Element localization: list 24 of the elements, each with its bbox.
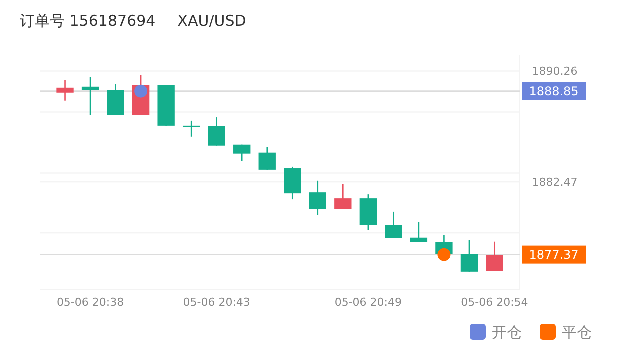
candlestick [208,116,226,147]
candlestick [234,144,251,162]
ref-line-label: 1888.85 [529,84,579,99]
candlestick [460,240,478,273]
chart-subtitle: XAU/USD [178,12,246,30]
candlestick [258,146,276,171]
x-tick-label: 05-06 20:49 [334,296,402,309]
candlestick [334,184,352,210]
candlestick [82,76,100,116]
candlestick [385,211,402,240]
candlestick [182,120,200,138]
candlestick [410,222,428,244]
legend-label: 开仓 [492,323,522,342]
legend-label: 平仓 [562,323,592,342]
candlestick [486,241,504,272]
x-tick-label: 05-06 20:43 [183,296,250,309]
candlestick [309,180,326,216]
x-tick-label: 05-06 20:54 [461,296,528,309]
candlestick [56,80,74,102]
x-tick-label: 05-06 20:38 [56,296,124,309]
y-tick-label: 1890.26 [532,65,578,78]
y-tick-label: 1882.47 [532,176,578,190]
ref-line-label: 1877.37 [529,248,579,262]
chart-title: 订单号 156187694 [20,12,156,30]
